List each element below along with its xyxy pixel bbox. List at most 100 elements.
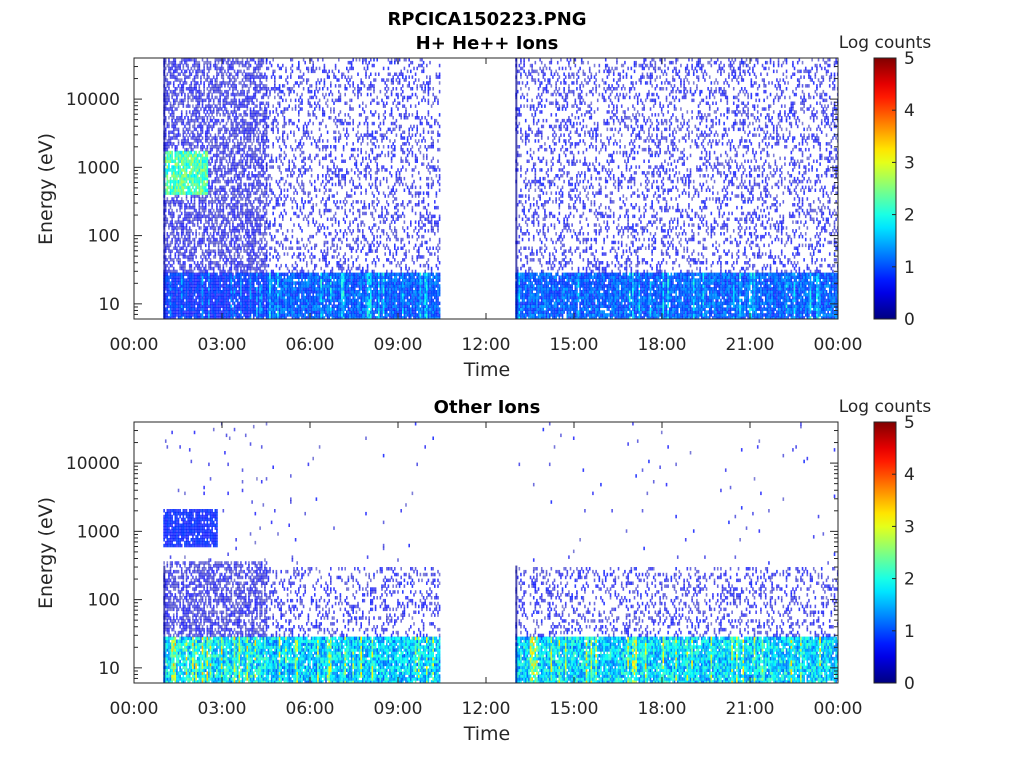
spectrogram-cell: [196, 182, 199, 187]
spectrogram-cell: [233, 162, 236, 166]
spectrogram-cell: [180, 310, 183, 314]
spectrogram-cell: [249, 217, 252, 221]
spectrogram-cell: [257, 211, 260, 216]
spectrogram-cell: [184, 75, 186, 79]
spectrogram-cell: [190, 214, 193, 219]
spectrogram-cell: [227, 95, 229, 100]
spectrogram-cell: [166, 258, 169, 262]
spectrogram-cell: [174, 179, 177, 184]
spectrogram-cell: [240, 211, 242, 216]
spectrogram-cell: [309, 95, 311, 100]
spectrogram-cell: [222, 298, 225, 303]
spectrogram-cell: [166, 147, 169, 152]
spectrogram-cell: [252, 284, 255, 288]
spectrogram-cell: [195, 188, 197, 192]
spectrogram-cell: [240, 118, 242, 123]
spectrogram-cell: [252, 127, 255, 132]
spectrogram-cell: [241, 60, 244, 65]
spectrogram-cell: [185, 159, 188, 163]
spectrogram-cell: [192, 78, 194, 82]
spectrogram-cell: [192, 223, 194, 227]
spectrogram-cell: [259, 118, 261, 123]
spectrogram-cell: [275, 87, 278, 91]
spectrogram-cell: [309, 84, 311, 88]
spectrogram-cell: [195, 290, 197, 294]
spectrogram-cell: [201, 69, 204, 74]
spectrogram-cell: [240, 104, 242, 108]
spectrogram-cell: [176, 156, 178, 161]
spectrogram-cell: [249, 81, 252, 85]
spectrogram-cell: [299, 205, 302, 210]
spectrogram-cell: [200, 313, 202, 317]
spectrogram-cell: [201, 118, 204, 123]
spectrogram-cell: [184, 69, 186, 74]
spectrogram-cell: [208, 101, 210, 105]
spectrogram-cell: [211, 249, 213, 253]
spectrogram-cell: [299, 147, 302, 152]
spectrogram-cell: [236, 284, 239, 288]
spectrogram-cell: [172, 121, 175, 126]
spectrogram-cell: [169, 150, 172, 155]
spectrogram-cell: [169, 295, 172, 300]
spectrogram-cell: [196, 301, 199, 306]
spectrogram-cell: [204, 307, 207, 311]
spectrogram-cell: [176, 150, 178, 155]
spectrogram-cell: [190, 292, 193, 297]
spectrogram-cell: [168, 278, 170, 282]
spectrogram-cell: [216, 147, 218, 152]
spectrogram-cell: [169, 179, 172, 184]
spectrogram-cell: [225, 127, 228, 132]
spectrogram-cell: [241, 92, 244, 97]
spectrogram-cell: [246, 246, 249, 250]
spectrogram-cell: [275, 287, 278, 291]
spectrogram-cell: [171, 60, 173, 65]
spectrogram-cell: [256, 136, 258, 140]
spectrogram-cell: [201, 298, 204, 303]
spectrogram-cell: [182, 232, 185, 236]
spectrogram-cell: [188, 237, 191, 242]
spectrogram-cell: [252, 229, 255, 233]
spectrogram-cell: [243, 81, 245, 85]
spectrogram-cell: [246, 136, 249, 140]
spectrogram-cell: [185, 179, 188, 184]
spectrogram-cell: [209, 307, 212, 311]
spectrogram-cell: [206, 182, 209, 187]
spectrogram-cell: [246, 266, 249, 271]
spectrogram-cell: [232, 275, 234, 279]
spectrogram-cell: [217, 298, 220, 303]
spectrogram-cell: [238, 200, 241, 204]
spectrogram-cell: [224, 95, 226, 100]
spectrogram-cell: [280, 147, 282, 152]
spectrogram-cell: [246, 107, 249, 111]
spectrogram-cell: [203, 292, 205, 297]
spectrogram-cell: [176, 165, 178, 169]
spectrogram-cell: [243, 182, 245, 187]
spectrogram-cell: [225, 130, 228, 134]
spectrogram-cell: [180, 84, 183, 88]
spectrogram-cell: [244, 269, 247, 274]
spectrogram-cell: [209, 107, 212, 111]
spectrogram-cell: [294, 188, 297, 192]
spectrogram-cell: [179, 275, 181, 279]
spectrogram-cell: [188, 127, 191, 132]
spectrogram-cell: [224, 84, 226, 88]
spectrogram-cell: [233, 234, 236, 239]
spectrogram-cell: [193, 200, 196, 204]
spectrogram-cell: [211, 87, 213, 91]
spectrogram-cell: [172, 98, 175, 103]
spectrogram-cell: [211, 156, 213, 161]
spectrogram-cell: [219, 89, 221, 94]
spectrogram-cell: [277, 139, 279, 143]
spectrogram-cell: [203, 310, 205, 314]
spectrogram-cell: [256, 310, 258, 314]
spectrogram-cell: [211, 295, 213, 300]
spectrogram-cell: [307, 220, 310, 224]
spectrogram-cell: [206, 287, 209, 291]
spectrogram-cell: [203, 107, 205, 111]
spectrogram-cell: [285, 211, 287, 216]
spectrogram-cell: [301, 159, 303, 163]
spectrogram-cell: [184, 278, 186, 282]
spectrogram-cell: [208, 107, 210, 111]
spectrogram-cell: [219, 214, 221, 219]
spectrogram-cell: [168, 287, 170, 291]
